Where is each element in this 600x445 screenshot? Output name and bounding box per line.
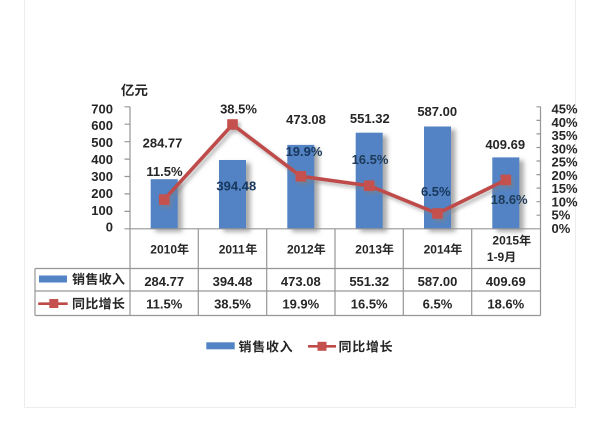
svg-text:587.00: 587.00: [417, 104, 457, 119]
svg-text:284.77: 284.77: [143, 136, 183, 151]
svg-text:25%: 25%: [552, 155, 578, 170]
svg-text:587.00: 587.00: [418, 274, 458, 289]
svg-text:0: 0: [106, 220, 113, 235]
svg-text:18.6%: 18.6%: [487, 296, 524, 311]
svg-text:551.32: 551.32: [350, 111, 390, 126]
svg-text:16.5%: 16.5%: [352, 152, 389, 167]
svg-text:409.69: 409.69: [486, 274, 526, 289]
svg-text:700: 700: [91, 101, 113, 116]
svg-text:2010: 2010: [150, 243, 177, 257]
svg-text:45%: 45%: [552, 102, 578, 117]
svg-text:500: 500: [91, 135, 113, 150]
svg-text:400: 400: [91, 152, 113, 167]
svg-text:600: 600: [91, 118, 113, 133]
svg-text:394.48: 394.48: [216, 179, 256, 194]
svg-text:19.9%: 19.9%: [286, 144, 323, 159]
svg-text:100: 100: [91, 203, 113, 218]
svg-text:2011: 2011: [219, 243, 245, 257]
svg-text:38.5%: 38.5%: [214, 296, 251, 311]
svg-text:551.32: 551.32: [349, 274, 389, 289]
svg-text:40%: 40%: [552, 115, 578, 130]
svg-text:300: 300: [91, 169, 113, 184]
svg-text:0%: 0%: [552, 221, 571, 236]
svg-text:473.08: 473.08: [286, 112, 326, 127]
svg-text:409.69: 409.69: [485, 137, 525, 152]
svg-text:6.5%: 6.5%: [423, 296, 453, 311]
svg-text:1-9: 1-9: [487, 250, 505, 264]
svg-text:2014: 2014: [424, 243, 451, 257]
svg-text:19.9%: 19.9%: [282, 296, 319, 311]
svg-text:35%: 35%: [552, 128, 578, 143]
svg-text:473.08: 473.08: [281, 274, 321, 289]
svg-text:11.5%: 11.5%: [146, 296, 183, 311]
svg-text:30%: 30%: [552, 141, 578, 156]
svg-text:200: 200: [91, 186, 113, 201]
svg-text:284.77: 284.77: [144, 274, 184, 289]
svg-text:16.5%: 16.5%: [351, 296, 388, 311]
svg-text:6.5%: 6.5%: [421, 184, 451, 199]
svg-text:394.48: 394.48: [213, 274, 253, 289]
svg-text:15%: 15%: [552, 181, 578, 196]
svg-text:18.6%: 18.6%: [491, 192, 528, 207]
svg-text:5%: 5%: [552, 208, 571, 223]
svg-text:2013: 2013: [355, 243, 382, 257]
svg-text:38.5%: 38.5%: [220, 102, 257, 117]
svg-text:10%: 10%: [552, 195, 578, 210]
svg-text:20%: 20%: [552, 168, 578, 183]
svg-text:11.5%: 11.5%: [146, 164, 183, 179]
svg-text:2015: 2015: [492, 234, 519, 248]
svg-text:2012: 2012: [287, 243, 314, 257]
